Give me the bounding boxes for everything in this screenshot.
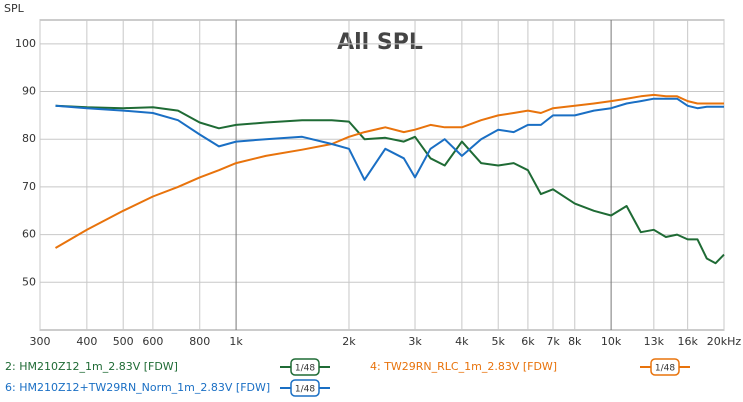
x-tick-label: 6k	[521, 335, 535, 348]
x-tick-label: 600	[142, 335, 163, 348]
legend-smoothing: 1/48	[295, 385, 315, 395]
x-tick-label: 20kHz	[707, 335, 742, 348]
series-line	[55, 97, 724, 181]
legend-smoothing: 1/48	[295, 364, 315, 374]
x-tick-label: 3k	[408, 335, 422, 348]
y-axis-label: SPL	[4, 2, 25, 15]
y-tick-label: 60	[22, 228, 36, 241]
x-tick-label: 13k	[644, 335, 665, 348]
x-tick-label: 500	[113, 335, 134, 348]
series-line	[55, 104, 725, 265]
legend-badge	[650, 358, 680, 376]
series-line	[54, 93, 724, 249]
y-tick-label: 70	[22, 180, 36, 193]
legend-label: 6: HM210Z12+TW29RN_Norm_1m_2.83V [FDW]	[5, 381, 270, 394]
y-tick-label: 50	[22, 275, 36, 288]
y-tick-label: 80	[22, 132, 36, 145]
x-tick-label: 7k	[546, 335, 560, 348]
x-tick-label: 2k	[342, 335, 356, 348]
x-tick-label: 8k	[568, 335, 582, 348]
x-tick-label: 300	[30, 335, 51, 348]
x-tick-label: 400	[76, 335, 97, 348]
x-tick-label: 16k	[677, 335, 698, 348]
plot-area	[39, 19, 725, 331]
x-tick-label: 5k	[492, 335, 506, 348]
legend-badge	[290, 379, 320, 397]
y-tick-label: 90	[22, 85, 36, 98]
x-tick-label: 10k	[601, 335, 622, 348]
legend-label: 2: HM210Z12_1m_2.83V [FDW]	[5, 360, 178, 373]
legend-badge	[290, 358, 320, 376]
x-tick-label: 1k	[229, 335, 243, 348]
x-tick-label: 800	[189, 335, 210, 348]
legend-label: 4: TW29RN_RLC_1m_2.83V [FDW]	[370, 360, 557, 373]
y-tick-label: 100	[15, 37, 36, 50]
x-tick-label: 4k	[455, 335, 469, 348]
chart-title: All SPL	[337, 30, 423, 55]
legend-smoothing: 1/48	[655, 364, 675, 374]
